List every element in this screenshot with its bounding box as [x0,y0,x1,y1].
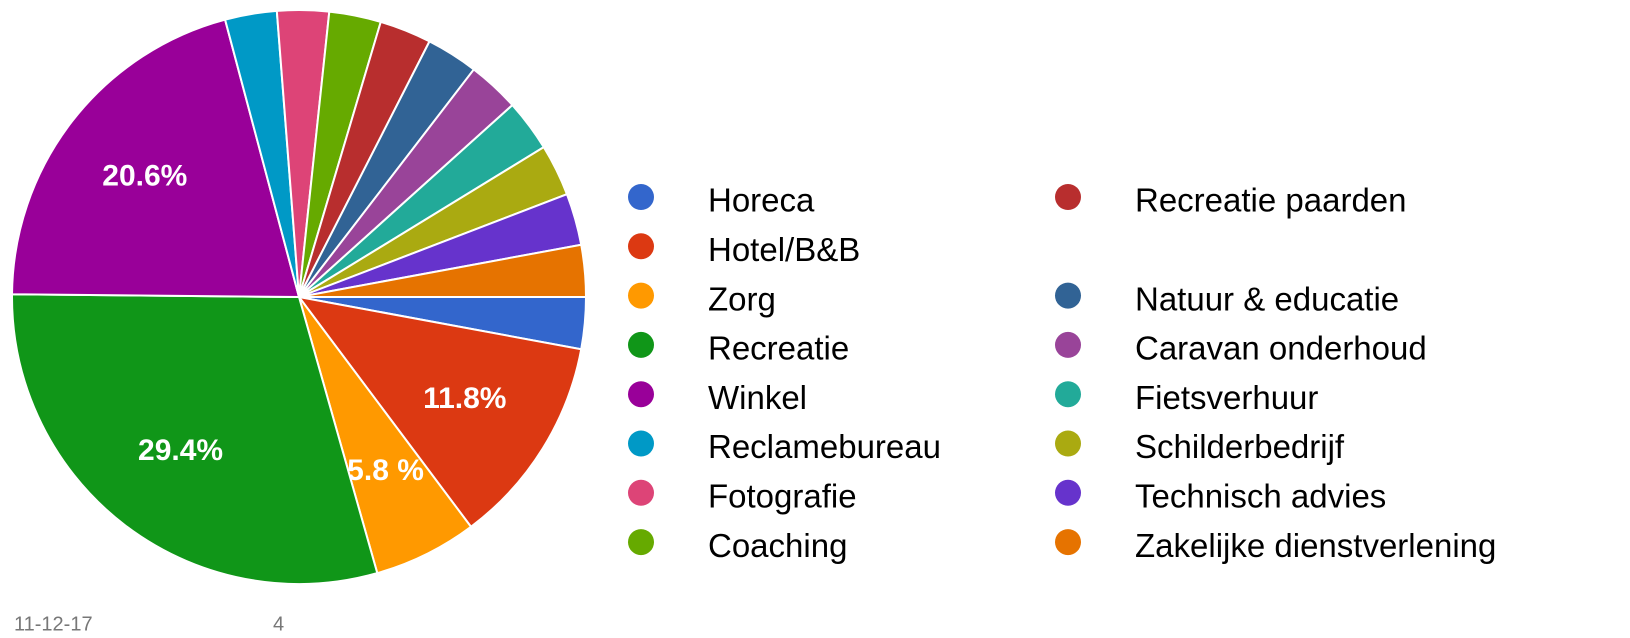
legend-label: Schilderbedrijf [1135,428,1345,465]
pie-slice [296,295,583,529]
value-label: 5.8 % [347,454,424,487]
pie-slice [11,18,301,299]
footer-page: 4 [273,613,284,635]
legend-swatch [628,381,654,408]
legend-swatch [628,233,654,260]
legend-swatch [1055,381,1081,408]
legend-label: Reclamebureau [708,428,941,465]
legend-label: Recreatie [708,330,849,367]
legend-label: Hotel/B&B [708,231,860,268]
legend-label: Natuur & educatie [1135,280,1399,317]
value-label: 29.4% [138,434,223,467]
legend-label: Fotografie [708,478,857,515]
legend-swatch [628,282,654,309]
legend-swatch [628,331,654,358]
value-label: 11.8% [423,382,506,415]
legend-swatch [1055,331,1081,358]
legend-swatch [1055,479,1081,506]
legend-swatch [1055,529,1081,556]
legend-label: Zakelijke dienstverlening [1135,527,1496,564]
legend-swatch [628,184,654,210]
legend-swatch [628,529,654,556]
legend-swatch [628,430,654,457]
legend-label: Coaching [708,527,847,564]
legend-label: Zorg [708,280,776,317]
legend-label: Horeca [708,182,815,219]
legend-label: Caravan onderhoud [1135,330,1427,367]
value-label: 20.6% [102,159,187,192]
legend-swatch [1055,282,1081,309]
pie-slice [298,243,588,298]
legend-swatch [1055,184,1081,210]
legend-label: Winkel [708,379,807,416]
pie-slice [11,293,379,585]
legend-swatch [1055,430,1081,457]
legend-label: Technisch advies [1135,478,1386,515]
footer-date: 11-12-17 [14,613,93,635]
legend-label: Recreatie paarden [1135,182,1407,219]
legend-label: Fietsverhuur [1135,379,1318,416]
legend-swatch [628,479,654,506]
